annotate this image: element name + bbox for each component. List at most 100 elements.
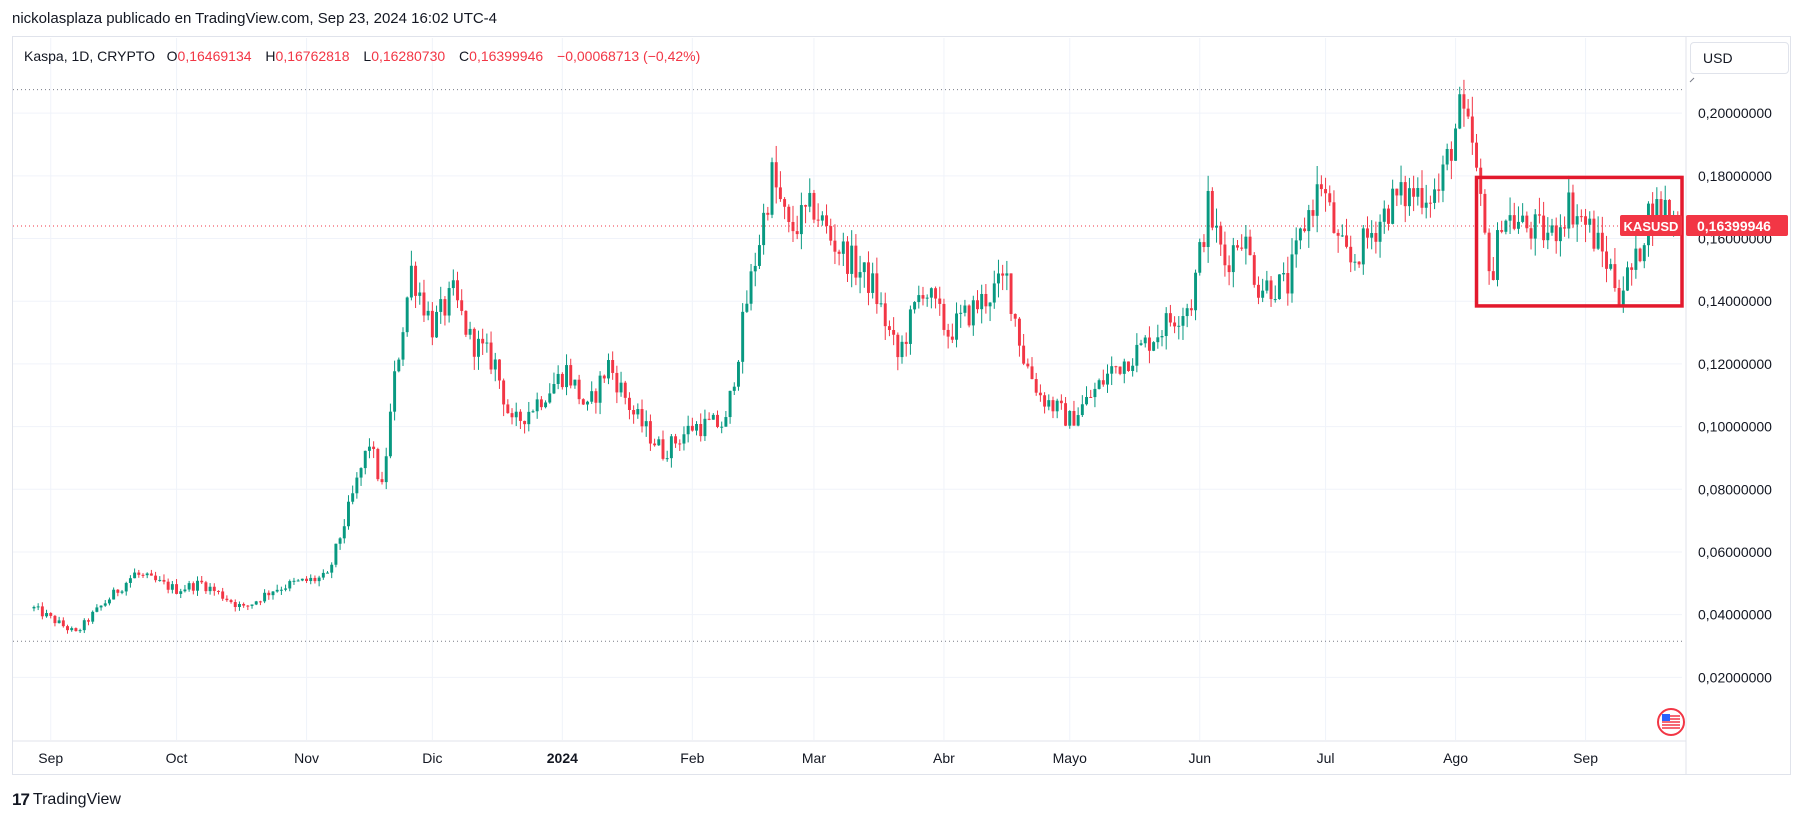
candle-body [892, 330, 896, 335]
candle-body [275, 589, 279, 592]
candle-body [938, 298, 942, 304]
candle-body [825, 215, 829, 227]
candle-body [1428, 202, 1432, 204]
candle-body [309, 577, 313, 582]
candle-body [1227, 265, 1231, 273]
candle-body [1537, 214, 1541, 216]
candle-body [376, 449, 380, 480]
candle-body [1357, 261, 1361, 265]
candle-body [103, 603, 107, 606]
currency-selector[interactable]: USD [1690, 42, 1789, 74]
candle-body [170, 584, 174, 590]
candle-body [141, 574, 145, 576]
y-tick-label: 0,02000000 [1698, 669, 1772, 685]
candle-body [745, 303, 749, 312]
candle-body [128, 578, 132, 583]
candle-body [661, 439, 665, 459]
candle-body [1403, 182, 1407, 207]
candle-body [1185, 308, 1189, 317]
ticker-label-bg [1620, 215, 1682, 237]
x-tick-label: Mayo [1053, 750, 1087, 766]
candle-body [191, 583, 195, 591]
candle-body [963, 305, 967, 313]
chart-frame[interactable] [12, 36, 1791, 775]
candle-body [1567, 192, 1571, 229]
candle-body [49, 613, 53, 616]
candle-body [636, 409, 640, 415]
candle-body [493, 359, 497, 370]
last-price-label-bg [1686, 215, 1788, 237]
candle-body [1206, 190, 1210, 248]
candle-body [602, 375, 606, 379]
candle-body [1126, 361, 1130, 372]
candle-body [1051, 400, 1055, 412]
candle-body [1366, 228, 1369, 238]
candle-body [1504, 220, 1508, 232]
publisher-header: nickolasplaza publicado en TradingView.c… [12, 10, 498, 27]
candle-body [468, 328, 472, 335]
x-tick-label: 2024 [547, 750, 578, 766]
candle-body [996, 273, 1000, 284]
candle-body [1135, 344, 1139, 366]
candle-body [133, 572, 137, 579]
candle-body [464, 310, 468, 335]
candle-body [820, 215, 824, 221]
x-tick-label: Oct [166, 750, 188, 766]
candle-body [1445, 148, 1449, 165]
candle-body [1391, 188, 1395, 224]
candle-body [288, 581, 292, 589]
candle-body [363, 450, 367, 469]
candle-body [397, 359, 401, 372]
candle-body [1210, 190, 1214, 228]
candle-body [61, 620, 65, 627]
candle-body [1168, 313, 1172, 323]
candle-body [1596, 232, 1600, 249]
candle-body [1479, 167, 1483, 194]
candle-body [1386, 208, 1390, 224]
candle-body [1500, 230, 1504, 232]
candle-body [548, 393, 552, 403]
candle-body [967, 305, 971, 326]
candle-body [1529, 228, 1533, 239]
y-tick-label: 0,14000000 [1698, 293, 1772, 309]
candle-body [1030, 366, 1034, 380]
candle-body [1407, 188, 1411, 207]
candle-body [1244, 236, 1248, 249]
candle-body [1147, 337, 1151, 351]
candle-body [955, 313, 958, 340]
candle-body [1324, 189, 1328, 194]
candle-body [1009, 273, 1013, 314]
candle-body [682, 434, 686, 444]
low-value: 0,16280730 [371, 48, 446, 64]
candle-body [1001, 273, 1005, 276]
candle-body [107, 599, 111, 604]
candle-body [1370, 233, 1374, 238]
candle-body [1038, 392, 1042, 396]
candle-body [175, 584, 179, 594]
candle-body [388, 411, 392, 457]
candle-body [703, 418, 707, 437]
candle-body [1101, 380, 1105, 385]
candle-body [854, 245, 858, 278]
tradingview-logo[interactable]: 17 TradingView [12, 790, 121, 810]
candle-body [158, 579, 162, 581]
candle-body [233, 602, 237, 607]
candle-body [1609, 264, 1613, 269]
candle-body [959, 312, 963, 314]
candle-body [1579, 216, 1583, 218]
candle-body [846, 241, 849, 274]
candle-body [99, 605, 103, 608]
candle-body [1571, 192, 1575, 225]
candle-body [250, 604, 254, 606]
candle-body [242, 603, 246, 606]
x-tick-label: Jun [1188, 750, 1211, 766]
candle-body [154, 575, 158, 581]
y-tick-label: 0,12000000 [1698, 356, 1772, 372]
candle-body [992, 283, 996, 303]
candle-body [925, 297, 929, 299]
candle-body [531, 411, 535, 413]
candle-body [66, 626, 69, 631]
candle-body [640, 409, 644, 427]
candle-body [980, 293, 984, 310]
